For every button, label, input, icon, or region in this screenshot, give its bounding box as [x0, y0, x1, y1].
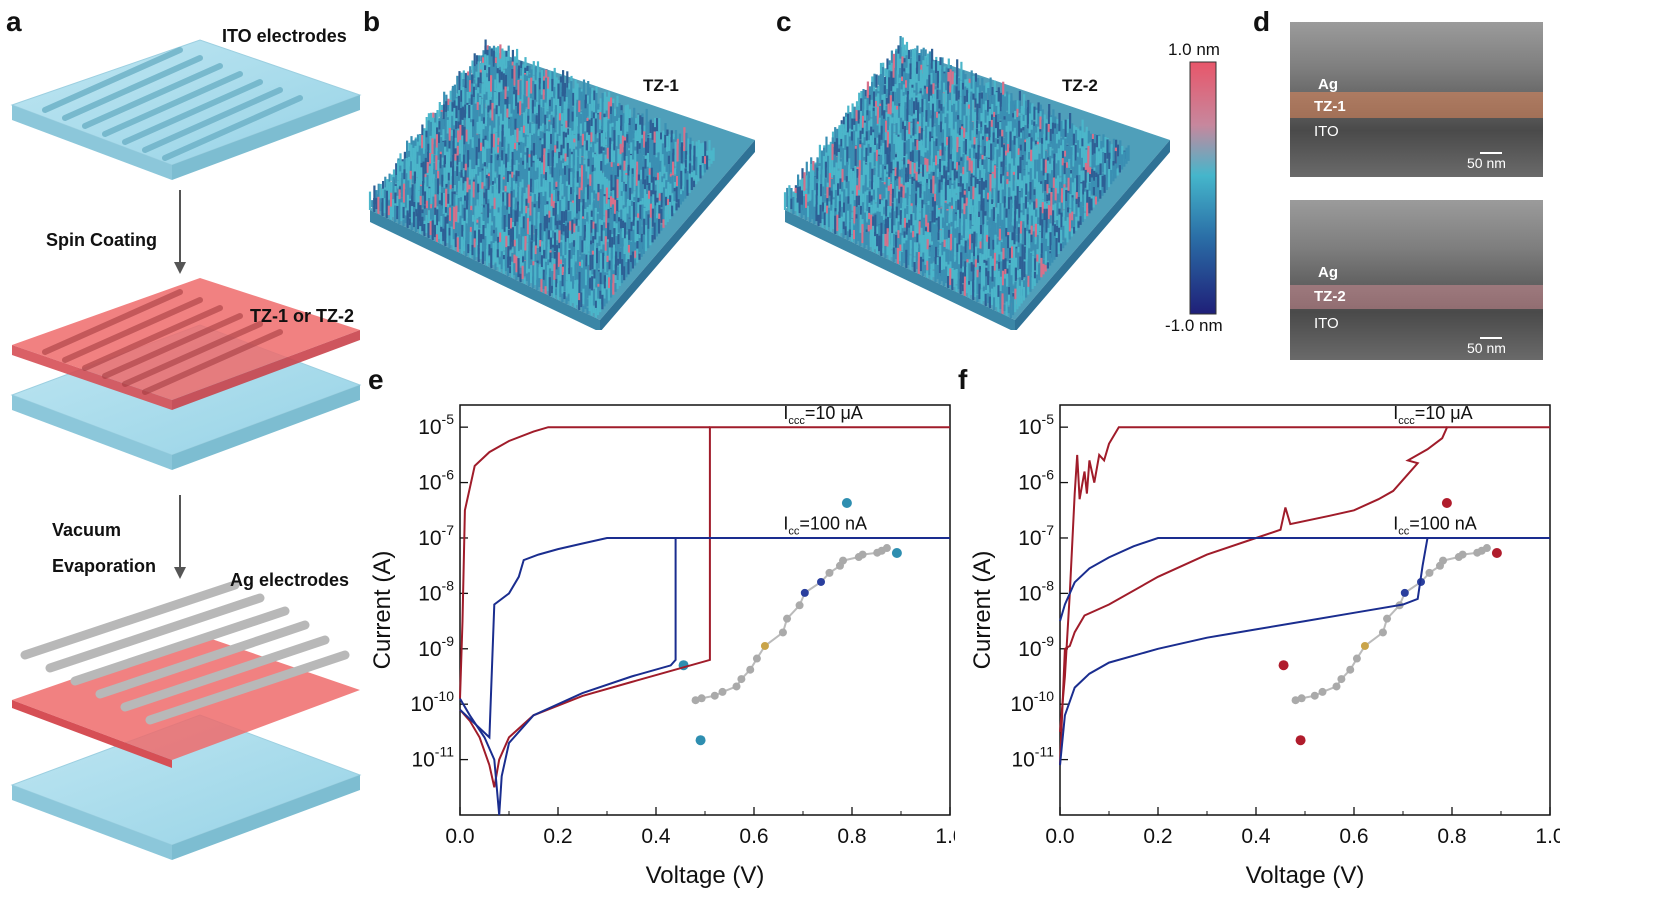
film-stack — [10, 278, 362, 470]
afm-surface-edge — [370, 210, 600, 330]
panel-letter-d: d — [1253, 6, 1271, 37]
ag-electrodes-label: Ag electrodes — [230, 570, 350, 590]
ito-substrate-top — [10, 39, 362, 180]
panel-letter-b: b — [363, 6, 381, 37]
fabrication-schematic — [10, 39, 362, 860]
vacuum-label: Vacuum — [52, 520, 122, 540]
afm-surface-tz2 — [783, 36, 1170, 330]
afm-surface-edge — [600, 140, 755, 330]
afm-surface-tz1 — [368, 39, 755, 330]
panel-letter-a: a — [6, 6, 22, 37]
panel-letter-c: c — [776, 6, 792, 37]
film-label: TZ-1 or TZ-2 — [250, 306, 354, 326]
spin-coating-label: Spin Coating — [46, 230, 157, 250]
evaporation-label: Evaporation — [52, 556, 157, 576]
panel-letter-e: e — [368, 364, 384, 395]
final-device — [10, 580, 362, 860]
ito-electrodes-label: ITO electrodes — [222, 26, 347, 46]
panel-letter-f: f — [958, 364, 968, 395]
